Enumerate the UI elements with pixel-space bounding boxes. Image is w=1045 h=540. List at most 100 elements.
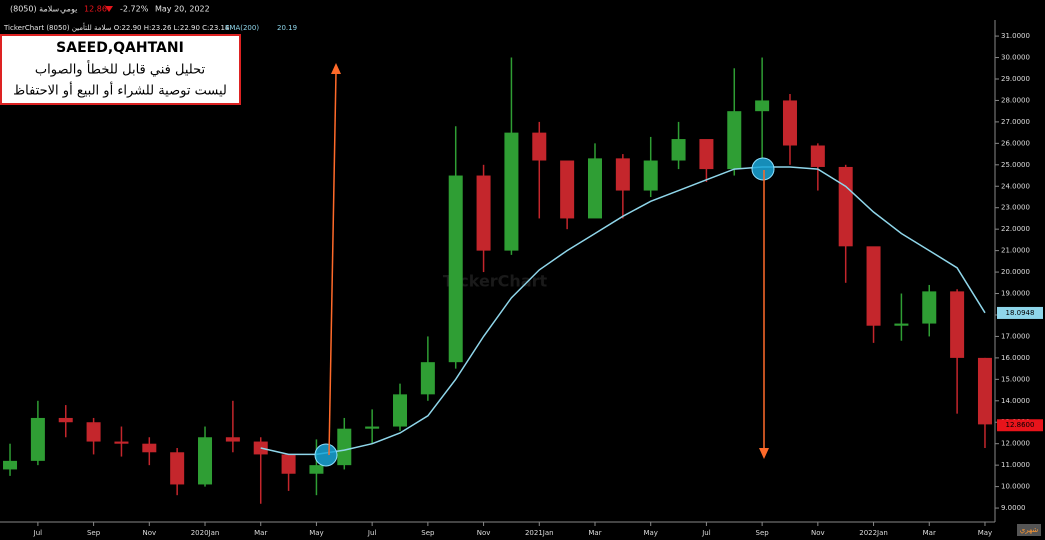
candle-body (30, 417, 45, 461)
x-tick-label: Nov (811, 529, 825, 537)
y-tick-label: 17.0000 (1001, 332, 1030, 340)
candle-body (643, 160, 658, 191)
y-tick-label: 10.0000 (1001, 483, 1030, 491)
x-tick-label: May (643, 529, 657, 537)
y-tick-label: 25.0000 (1001, 161, 1030, 169)
y-tick-label: 12.0000 (1001, 440, 1030, 448)
x-tick-label: 2020Jan (191, 529, 220, 537)
x-tick-label: 2022Jan (859, 529, 888, 537)
y-tick-label: 31.0000 (1001, 32, 1030, 40)
candle-body (448, 175, 463, 363)
highlight-circle (314, 443, 338, 467)
y-tick-label: 19.0000 (1001, 290, 1030, 298)
y-tick-label: 9.0000 (1001, 504, 1026, 512)
period: يومي (60, 5, 77, 14)
candle-body (977, 357, 992, 425)
candle-body (3, 460, 18, 470)
y-tick-label: 14.0000 (1001, 397, 1030, 405)
ohlc: TickerChart سلامة للتأمين (8050) O:22.90… (3, 22, 230, 32)
candle-body (587, 158, 602, 219)
candle-body (476, 175, 491, 251)
candle-body (615, 158, 630, 191)
y-tick-label: 24.0000 (1001, 182, 1030, 190)
x-tick-label: Jul (701, 529, 711, 537)
candle-body (393, 394, 408, 427)
ema-legend: EMA(200) (225, 24, 259, 32)
candle-body (671, 139, 686, 161)
x-tick-label: May (978, 529, 992, 537)
x-tick-label: Mar (588, 529, 601, 537)
interval: شهري (1020, 526, 1039, 534)
candle-body (504, 132, 519, 251)
candle-body (198, 437, 213, 485)
note-author: SAEED,QAHTANI (56, 40, 184, 56)
y-tick-label: 21.0000 (1001, 247, 1030, 255)
candle-body (309, 465, 324, 474)
x-tick-label: Mar (254, 529, 267, 537)
change: -2.72% (120, 5, 149, 14)
y-tick-label: 30.0000 (1001, 54, 1030, 62)
y-tick-label: 27.0000 (1001, 118, 1030, 126)
y-tick-label: 22.0000 (1001, 225, 1030, 233)
ema-line (260, 166, 986, 456)
candle-body (699, 139, 714, 170)
candle-body (782, 100, 797, 146)
x-tick-label: Sep (756, 529, 770, 537)
x-tick-label: Sep (87, 529, 101, 537)
candle-body (755, 100, 770, 112)
candle-body (365, 426, 380, 429)
price: 12.86 (84, 5, 107, 14)
candle-body (281, 454, 296, 474)
x-tick-label: Mar (923, 529, 936, 537)
candle-body (838, 166, 853, 247)
x-tick-label: Jul (367, 529, 377, 537)
x-tick-label: Sep (421, 529, 435, 537)
x-tick-label: 2021Jan (525, 529, 554, 537)
y-tick-label: 20.0000 (1001, 268, 1030, 276)
candle-body (420, 362, 435, 395)
note-line: ليست توصية للشراء أو البيع أو الاحتفاظ (13, 82, 227, 99)
candle-body (922, 291, 937, 324)
candle-body (532, 132, 547, 161)
ema-value: 20.19 (277, 24, 297, 32)
arrow (328, 71, 337, 456)
x-tick-label: Nov (477, 529, 491, 537)
down-icon (105, 6, 113, 12)
price-marker-label: 18.0948 (1006, 309, 1035, 317)
price-marker (997, 419, 1043, 432)
x-tick-label: May (309, 529, 323, 537)
candle-body (810, 145, 825, 167)
candle-body (225, 437, 240, 442)
candle-body (114, 441, 129, 444)
candle-body (58, 417, 73, 423)
candle-body (894, 323, 909, 326)
candle-body (950, 291, 965, 358)
y-tick-label: 29.0000 (1001, 75, 1030, 83)
candle-body (86, 422, 101, 442)
y-tick-label: 26.0000 (1001, 139, 1030, 147)
y-tick-label: 16.0000 (1001, 354, 1030, 362)
x-tick-label: Nov (142, 529, 156, 537)
watermark: TickerChart (443, 272, 548, 291)
price-marker (997, 306, 1043, 319)
price-marker-label: 12.8600 (1006, 421, 1035, 429)
candle-body (142, 443, 157, 453)
y-tick-label: 28.0000 (1001, 96, 1030, 104)
interval-box (1017, 524, 1041, 536)
note-box (0, 34, 241, 105)
y-tick-label: 23.0000 (1001, 204, 1030, 212)
candle-body (866, 246, 881, 326)
highlight-circle (751, 157, 775, 181)
x-tick-label: Jul (33, 529, 43, 537)
candle-body (560, 160, 575, 219)
arrow-head (759, 448, 769, 459)
candle-body (170, 452, 185, 485)
symbol: سلامة (8050) (10, 5, 59, 14)
note-line: تحليل فني قابل للخطأ والصواب (35, 60, 206, 78)
y-tick-label: 15.0000 (1001, 375, 1030, 383)
arrow-head (331, 63, 341, 74)
candle-body (727, 111, 742, 170)
date: May 20, 2022 (155, 5, 210, 14)
y-tick-label: 11.0000 (1001, 461, 1030, 469)
